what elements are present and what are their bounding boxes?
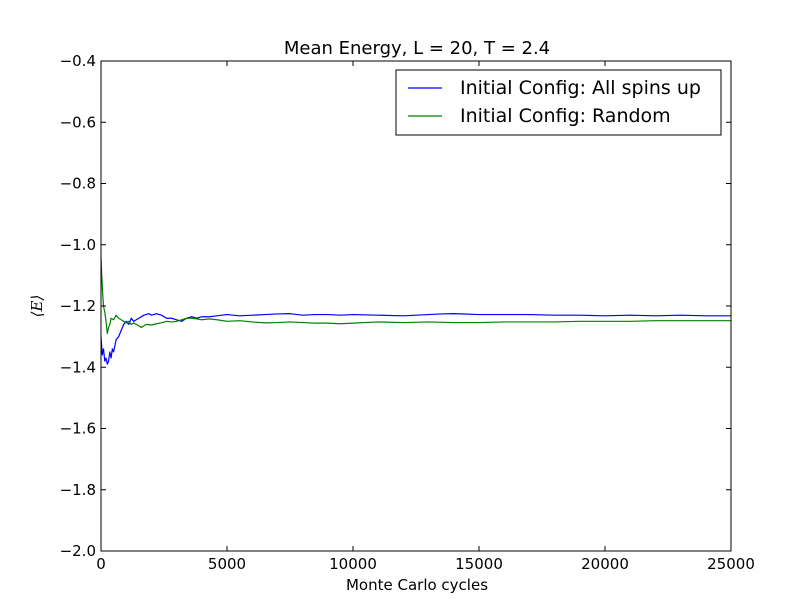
x-tick-label: 0 — [96, 555, 106, 573]
chart-title: Mean Energy, L = 20, T = 2.4 — [284, 38, 550, 59]
series-line-all-spins-up — [101, 313, 731, 365]
legend-box — [395, 69, 722, 136]
series-line-random — [101, 256, 731, 335]
series-layer — [101, 256, 731, 365]
x-tick-label: 10000 — [329, 555, 377, 573]
y-tick-label: −0.6 — [60, 113, 96, 131]
legend-label-all-spins-up: Initial Config: All spins up — [460, 77, 701, 99]
x-axis-label: Monte Carlo cycles — [346, 576, 488, 594]
legend: Initial Config: All spins up Initial Con… — [395, 69, 722, 136]
y-tick-label: −1.2 — [60, 297, 96, 315]
x-tick-label: 5000 — [208, 555, 246, 573]
x-tick-label: 20000 — [581, 555, 629, 573]
legend-label-random: Initial Config: Random — [460, 105, 671, 127]
y-tick-label: −1.6 — [60, 420, 96, 438]
y-tick-label: −0.4 — [60, 52, 96, 70]
x-axis-ticks: 0 5000 10000 15000 20000 25000 — [96, 61, 755, 573]
y-axis-ticks: −0.4 −0.6 −0.8 −1.0 −1.2 −1.4 −1.6 −1.8 −2.0 — [60, 52, 731, 560]
y-axis-label: ⟨E⟩ — [28, 295, 46, 318]
y-tick-label: −1.0 — [60, 236, 96, 254]
plot-area — [101, 256, 731, 365]
y-tick-label: −1.8 — [60, 481, 96, 499]
y-tick-label: −0.8 — [60, 175, 96, 193]
x-tick-label: 25000 — [707, 555, 755, 573]
y-tick-label: −2.0 — [60, 542, 96, 560]
y-tick-label: −1.4 — [60, 358, 96, 376]
x-tick-label: 15000 — [455, 555, 503, 573]
